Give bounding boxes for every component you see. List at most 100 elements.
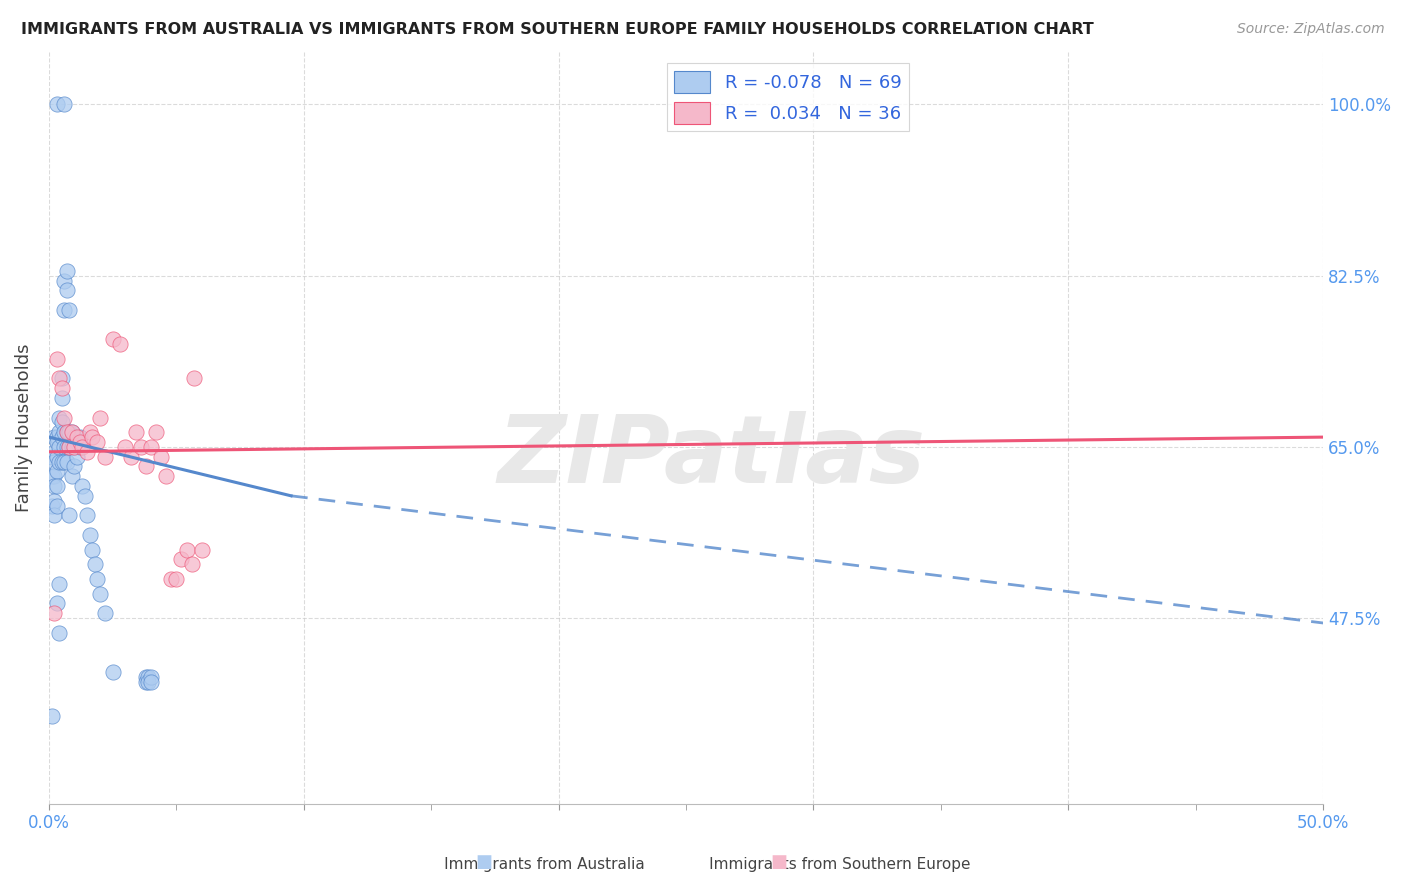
- Point: [56, 440, 79, 454]
- Point: [82, 542, 104, 557]
- Point: [53, 274, 76, 288]
- Point: [53, 440, 76, 454]
- Point: [60, 469, 83, 483]
- Point: [56, 454, 79, 468]
- Point: [48, 625, 70, 640]
- Point: [41, 709, 63, 723]
- Point: [70, 479, 93, 493]
- Point: [86, 572, 108, 586]
- Y-axis label: Family Households: Family Households: [15, 343, 32, 512]
- Point: [66, 430, 89, 444]
- Point: [135, 674, 157, 689]
- Point: [110, 337, 132, 351]
- Point: [58, 440, 80, 454]
- Point: [160, 572, 183, 586]
- Point: [53, 454, 76, 468]
- Point: [58, 425, 80, 440]
- Point: [41, 469, 63, 483]
- Point: [45, 97, 67, 112]
- Point: [139, 674, 162, 689]
- Point: [76, 444, 98, 458]
- Point: [42, 606, 65, 620]
- Point: [58, 440, 80, 454]
- Point: [42, 430, 65, 444]
- Point: [42, 469, 65, 483]
- Point: [48, 425, 70, 440]
- Point: [53, 425, 76, 440]
- Point: [114, 440, 136, 454]
- Point: [45, 351, 67, 366]
- Point: [86, 435, 108, 450]
- Point: [165, 572, 187, 586]
- Point: [89, 410, 111, 425]
- Point: [83, 558, 105, 572]
- Point: [56, 425, 79, 440]
- Point: [42, 493, 65, 508]
- Point: [48, 577, 70, 591]
- Point: [63, 459, 86, 474]
- Point: [56, 264, 79, 278]
- Point: [69, 430, 91, 444]
- Point: [56, 425, 79, 440]
- Point: [66, 450, 89, 464]
- Point: [138, 670, 160, 684]
- Text: ■: ■: [475, 853, 492, 871]
- Point: [135, 459, 157, 474]
- Point: [170, 552, 193, 566]
- Point: [51, 381, 73, 395]
- Point: [60, 425, 83, 440]
- Point: [45, 596, 67, 610]
- Point: [76, 508, 98, 523]
- Point: [145, 425, 167, 440]
- Point: [139, 670, 162, 684]
- Point: [56, 284, 79, 298]
- Point: [48, 440, 70, 454]
- Point: [89, 587, 111, 601]
- Text: Source: ZipAtlas.com: Source: ZipAtlas.com: [1237, 22, 1385, 37]
- Point: [48, 371, 70, 385]
- Point: [69, 440, 91, 454]
- Point: [138, 674, 160, 689]
- Point: [101, 332, 124, 346]
- Point: [58, 302, 80, 317]
- Point: [129, 440, 152, 454]
- Point: [191, 542, 214, 557]
- Point: [42, 444, 65, 458]
- Point: [94, 450, 117, 464]
- Point: [51, 371, 73, 385]
- Point: [53, 410, 76, 425]
- Point: [79, 528, 101, 542]
- Point: [42, 508, 65, 523]
- Point: [42, 454, 65, 468]
- Text: ■: ■: [770, 853, 787, 871]
- Point: [139, 440, 162, 454]
- Point: [66, 435, 89, 450]
- Point: [51, 391, 73, 405]
- Point: [53, 302, 76, 317]
- Point: [42, 479, 65, 493]
- Point: [79, 425, 101, 440]
- Point: [135, 670, 157, 684]
- Text: ZIPatlas: ZIPatlas: [498, 411, 925, 503]
- Point: [45, 430, 67, 444]
- Legend: R = -0.078   N = 69, R =  0.034   N = 36: R = -0.078 N = 69, R = 0.034 N = 36: [666, 63, 908, 131]
- Point: [183, 371, 205, 385]
- Point: [69, 435, 91, 450]
- Point: [48, 410, 70, 425]
- Point: [124, 425, 146, 440]
- Point: [176, 542, 198, 557]
- Point: [63, 430, 86, 444]
- Point: [48, 454, 70, 468]
- Point: [82, 430, 104, 444]
- Point: [45, 435, 67, 450]
- Point: [63, 440, 86, 454]
- Point: [70, 440, 93, 454]
- Point: [53, 97, 76, 112]
- Text: Immigrants from Southern Europe: Immigrants from Southern Europe: [675, 857, 970, 872]
- Point: [60, 425, 83, 440]
- Point: [41, 450, 63, 464]
- Point: [45, 450, 67, 464]
- Text: Immigrants from Australia: Immigrants from Australia: [411, 857, 644, 872]
- Point: [120, 450, 142, 464]
- Text: IMMIGRANTS FROM AUSTRALIA VS IMMIGRANTS FROM SOUTHERN EUROPE FAMILY HOUSEHOLDS C: IMMIGRANTS FROM AUSTRALIA VS IMMIGRANTS …: [21, 22, 1094, 37]
